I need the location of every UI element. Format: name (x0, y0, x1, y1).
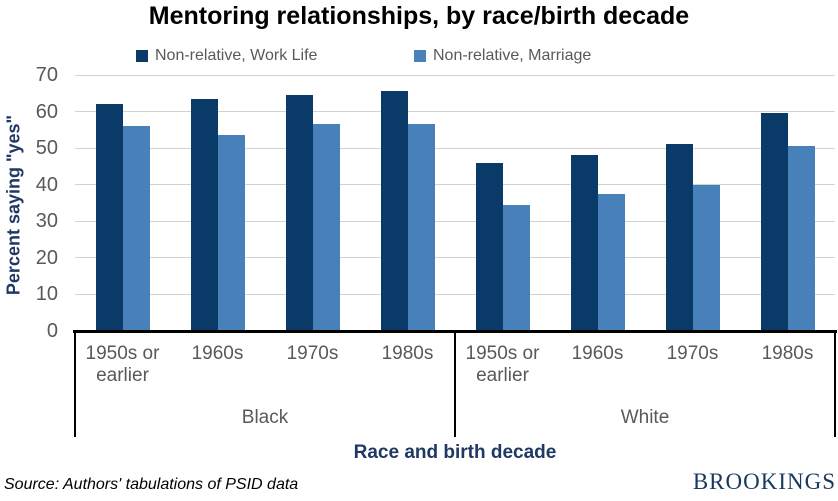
chart-title: Mentoring relationships, by race/birth d… (148, 2, 690, 30)
gridline (75, 257, 835, 259)
gridline (75, 74, 835, 76)
category-label: 1950s or earlier (465, 343, 540, 386)
legend-label-work-life: Non-relative, Work Life (155, 47, 318, 64)
gridline (75, 293, 835, 295)
legend-label-marriage: Non-relative, Marriage (433, 47, 592, 64)
category-label: 1970s (286, 343, 339, 364)
bar (502, 204, 530, 331)
bar (122, 126, 150, 331)
bar (570, 155, 598, 331)
y-tick-label: 50 (35, 137, 58, 160)
category-label: 1960s (571, 343, 624, 364)
group-label: Black (241, 407, 289, 428)
gridline (75, 111, 835, 113)
work-life-swatch-icon (136, 50, 148, 62)
bar (692, 184, 720, 331)
bar (380, 91, 408, 331)
gridline (75, 184, 835, 186)
bar (312, 124, 340, 331)
legend-item-work-life: Non-relative, Work Life (136, 46, 317, 66)
bar (190, 98, 218, 331)
gridline (75, 220, 835, 222)
y-tick-label: 60 (35, 100, 58, 123)
x-axis-title: Race and birth decade (353, 442, 557, 463)
bar (665, 144, 693, 331)
y-tick-label: 20 (35, 246, 58, 269)
group-divider (454, 331, 456, 437)
gridline (75, 147, 835, 149)
bar (217, 135, 245, 331)
y-tick-label: 10 (35, 283, 58, 306)
category-label: 1950s or earlier (85, 343, 160, 386)
group-divider (74, 331, 76, 437)
marriage-swatch-icon (414, 50, 426, 62)
group-divider (834, 331, 836, 437)
bar (597, 193, 625, 331)
source-note: Source: Authors' tabulations of PSID dat… (4, 476, 299, 493)
legend-item-marriage: Non-relative, Marriage (414, 46, 591, 66)
group-label: White (620, 407, 670, 428)
bar (787, 146, 815, 331)
category-label: 1980s (761, 343, 814, 364)
y-tick-label: 0 (46, 320, 58, 342)
bar (475, 162, 503, 331)
bar (407, 124, 435, 331)
brookings-logo: BROOKINGS (692, 469, 836, 494)
bar (285, 95, 313, 331)
category-label: 1980s (381, 343, 434, 364)
category-label: 1960s (191, 343, 244, 364)
y-tick-label: 40 (35, 173, 58, 196)
category-label: 1970s (666, 343, 719, 364)
y-tick-label: 30 (35, 210, 58, 233)
bar (95, 104, 123, 331)
bar (760, 113, 788, 331)
y-tick-label: 70 (35, 64, 58, 86)
